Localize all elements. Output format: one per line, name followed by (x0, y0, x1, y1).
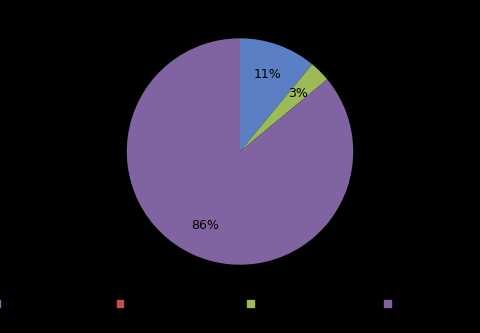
Wedge shape (240, 64, 327, 152)
Text: 11%: 11% (254, 68, 281, 81)
Text: 86%: 86% (192, 219, 219, 232)
Text: 3%: 3% (288, 87, 308, 100)
Legend: Wages & Salaries, Employee Benefits, Operating Expenses, Grants & Subsidies: Wages & Salaries, Employee Benefits, Ope… (0, 297, 480, 311)
Wedge shape (240, 64, 312, 152)
Wedge shape (240, 38, 312, 152)
Wedge shape (127, 38, 353, 265)
